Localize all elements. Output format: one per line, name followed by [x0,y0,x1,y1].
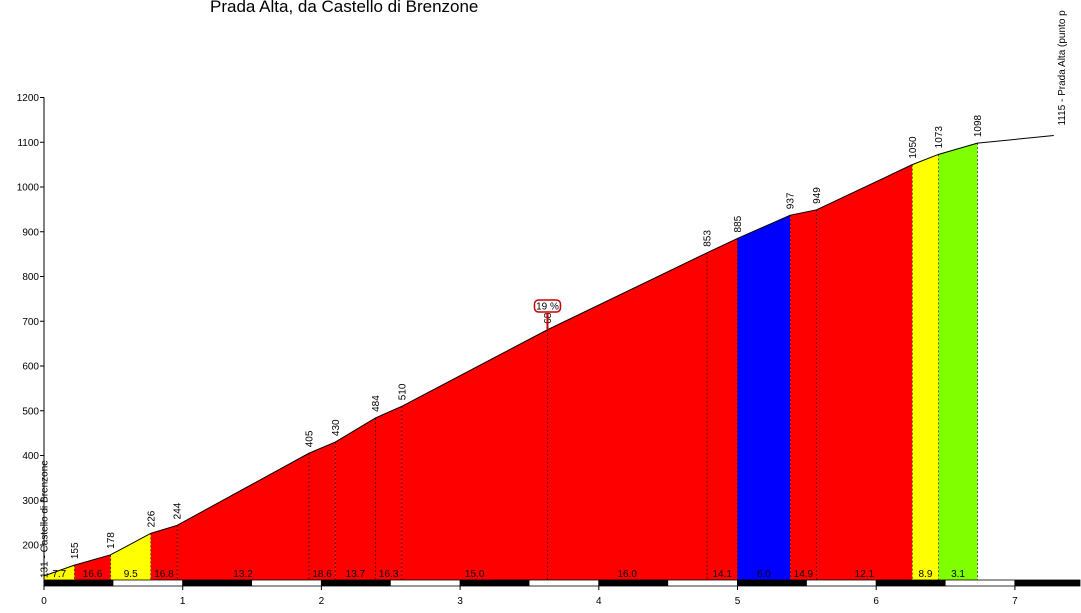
altitude-label: 949 [812,187,823,204]
x-axis-bar-dark [182,580,253,586]
max-grade-marker-box [533,299,562,313]
y-tick-label: 200 [22,541,39,552]
profile-outline [43,135,1054,577]
grade-label: 3.1 [951,569,965,580]
grade-label: 14.1 [713,569,733,580]
altitude-label: 244 [173,502,184,519]
x-tick-label: 2 [319,596,325,607]
grade-label: 9.5 [124,569,138,580]
y-tick-label: 700 [22,317,39,328]
y-tick-label: 500 [22,406,39,417]
grade-label: 13.2 [233,569,253,580]
x-tick-label: 4 [596,596,602,607]
y-tick-label: 800 [22,272,39,283]
profile-segment-3 [150,525,178,580]
grade-label: 8.9 [918,569,932,580]
x-tick-label: 5 [735,596,741,607]
y-tick-label: 1200 [17,93,40,104]
x-axis-bar-dark [876,580,946,586]
altitude-label: 484 [371,395,382,412]
altitude-label: 885 [733,215,744,232]
grade-label: 18.6 [312,569,332,580]
y-tick-label: 1000 [17,183,40,194]
altitude-label: 405 [304,430,315,447]
altitude-label: 853 [702,230,713,247]
altitude-label: 131 - Castello di Brenzone [40,460,51,578]
grade-label: 13.7 [346,569,366,580]
profile-segment-1 [74,554,111,580]
altitude-label: 226 [146,510,157,527]
profile-segment-12 [790,209,817,580]
grade-label: 12.1 [855,569,875,580]
altitude-label: 155 [70,542,81,559]
y-tick-label: 1100 [17,138,39,149]
grade-label: 15.0 [465,569,485,580]
x-axis-bar-dark [44,580,114,586]
profile-segment-2 [110,533,151,580]
altitude-label: 937 [786,192,797,209]
x-axis-bar-dark [321,580,391,586]
profile-segment-13 [816,164,913,580]
profile-segment-0 [44,565,75,580]
x-tick-label: 1 [180,596,186,607]
x-axis-bar-dark [460,580,530,586]
profile-segment-6 [335,417,376,580]
x-axis-bar-dark [1014,580,1080,586]
grade-label: 7.7 [52,569,66,580]
altitude-label: 1098 [973,114,984,137]
max-grade-marker-label: 19 % [536,302,559,313]
x-axis-bar-dark [598,580,669,586]
chart-title: Prada Alta, da Castello di Brenzone [210,0,479,16]
altitude-label: 1050 [908,136,919,159]
profile-segment-7 [375,406,402,580]
y-tick-label: 900 [22,227,39,238]
profile-segment-15 [938,143,978,580]
profile-segment-4 [177,453,309,580]
altitude-label: 178 [106,532,117,549]
grade-label: 6.0 [757,569,771,580]
x-tick-label: 6 [873,596,879,607]
y-tick-label: 400 [22,451,39,462]
y-tick-label: 600 [22,362,39,373]
y-tick-label: 300 [22,496,39,507]
altitude-label: 1115 - Prada Alta (punto p [1057,10,1068,126]
x-tick-label: 0 [41,596,47,607]
grade-label: 16.3 [379,569,399,580]
x-axis-bar-dark [737,580,807,586]
x-tick-label: 3 [457,596,463,607]
grade-label: 14.9 [794,569,814,580]
profile-segment-5 [308,442,336,580]
altitude-label: 510 [397,383,408,400]
grade-label: 16.6 [83,569,103,580]
profile-segment-10 [706,238,738,580]
x-tick-label: 7 [1012,596,1018,607]
altitude-label: 430 [331,419,342,436]
profile-segment-8 [401,329,548,580]
profile-segment-11 [737,215,791,580]
profile-segment-14 [912,154,939,580]
profile-segment-9 [547,252,707,580]
grade-label: 16.8 [154,569,174,580]
altitude-label: 1073 [934,126,945,149]
grade-label: 16.0 [617,569,637,580]
